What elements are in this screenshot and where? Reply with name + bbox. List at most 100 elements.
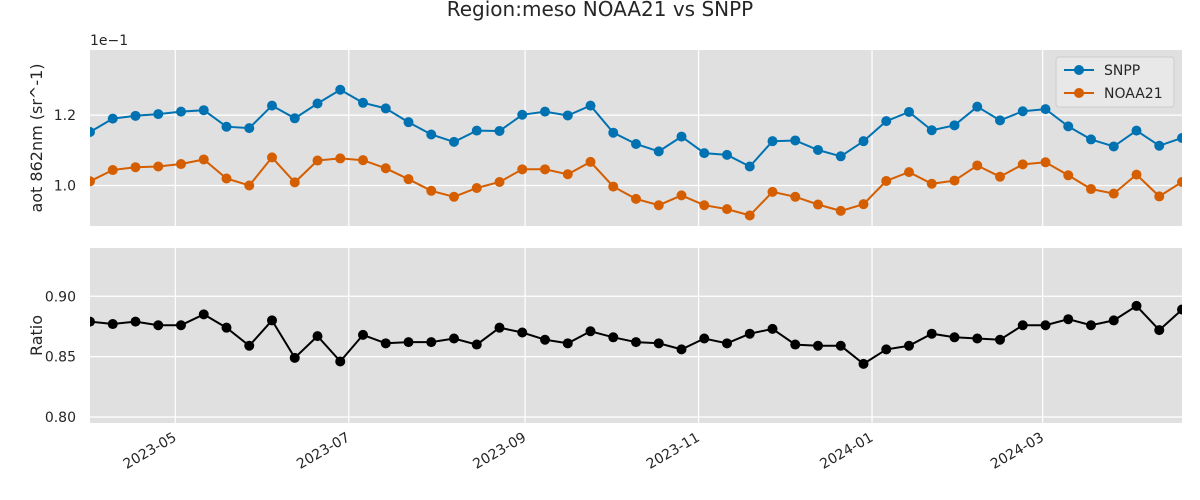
top-data-point: [653, 146, 664, 157]
top-data-point: [358, 155, 368, 166]
bottom-data-point: [517, 327, 528, 338]
x-tick-label: 2023-11: [644, 430, 703, 473]
bottom-data-point: [767, 323, 778, 334]
top-data-point: [949, 120, 960, 131]
bottom-data-point: [699, 333, 710, 344]
x-tick-label: 2023-07: [294, 430, 353, 473]
bottom-data-point: [676, 344, 687, 355]
top-offset-text: 1e−1: [90, 33, 128, 49]
bottom-data-point: [972, 333, 983, 344]
top-data-point: [676, 190, 687, 201]
top-data-point: [972, 160, 983, 171]
top-data-point: [517, 164, 528, 175]
bottom-data-point: [449, 333, 459, 344]
bottom-data-point: [1063, 314, 1074, 325]
top-data-point: [722, 149, 732, 160]
top-data-point: [744, 161, 755, 172]
top-data-point: [176, 106, 186, 117]
top-data-point: [244, 180, 255, 191]
top-data-point: [540, 164, 550, 175]
top-data-point: [312, 98, 323, 109]
x-axis: 2023-05 2023-07 2023-09 2023-11 2024-01 2024-…: [121, 430, 1047, 473]
top-data-point: [562, 110, 573, 121]
top-data-point: [653, 200, 664, 211]
bottom-ytick-label: 0.80: [45, 410, 76, 426]
top-data-point: [1154, 140, 1165, 151]
bottom-data-point: [107, 319, 118, 330]
bottom-data-point: [1154, 325, 1165, 336]
bottom-data-point: [198, 309, 209, 320]
bottom-data-point: [631, 337, 641, 348]
top-data-point: [904, 167, 914, 178]
top-data-point: [972, 101, 983, 112]
bottom-data-point: [926, 328, 937, 339]
top-data-point: [153, 161, 164, 172]
top-data-point: [858, 199, 869, 210]
top-data-point: [835, 205, 846, 216]
bottom-data-point: [153, 320, 164, 331]
top-y-axis-label: aot 862nm (sr^-1): [27, 63, 46, 212]
top-data-point: [1086, 134, 1096, 145]
top-data-point: [471, 182, 482, 193]
top-data-point: [540, 106, 550, 117]
top-data-point: [90, 176, 95, 187]
bottom-data-point: [858, 358, 869, 369]
bottom-data-point: [813, 340, 823, 351]
top-data-point: [517, 109, 528, 120]
bottom-panel: 0.80 0.85 0.90 Ratio: [27, 248, 1182, 426]
bottom-data-point: [881, 344, 892, 355]
bottom-plot-area: [90, 248, 1182, 423]
bottom-data-point: [608, 332, 619, 343]
bottom-data-point: [540, 334, 550, 345]
top-data-point: [608, 181, 619, 192]
top-data-point: [585, 156, 596, 167]
top-data-point: [403, 117, 414, 128]
bottom-data-point: [221, 322, 232, 333]
bottom-data-point: [1086, 320, 1096, 331]
bottom-data-point: [471, 339, 482, 350]
top-data-point: [1154, 191, 1165, 202]
bottom-data-point: [335, 356, 346, 367]
top-data-point: [1177, 133, 1182, 143]
x-tick-label: 2024-01: [817, 430, 876, 473]
bottom-data-point: [494, 322, 505, 333]
bottom-ytick-label: 0.90: [45, 289, 76, 305]
bottom-data-point: [1040, 320, 1051, 331]
top-data-point: [312, 155, 323, 166]
bottom-data-point: [176, 320, 186, 331]
bottom-data-point: [267, 315, 277, 326]
bottom-data-point: [312, 331, 323, 342]
top-data-point: [1063, 121, 1074, 132]
bottom-data-point: [244, 340, 255, 351]
top-data-point: [813, 144, 823, 155]
top-data-point: [790, 191, 801, 202]
top-data-point: [107, 165, 118, 176]
top-data-point: [267, 152, 277, 163]
top-data-point: [130, 162, 141, 173]
bottom-data-point: [904, 340, 914, 351]
bottom-data-point: [289, 352, 300, 363]
top-data-point: [107, 113, 118, 124]
top-data-point: [130, 110, 141, 121]
legend-label-noaa21: NOAA21: [1104, 86, 1163, 102]
bottom-y-axis-label: Ratio: [27, 315, 46, 356]
top-data-point: [335, 84, 346, 95]
bottom-data-point: [1177, 304, 1182, 315]
legend-marker-snpp: [1074, 65, 1084, 75]
bottom-data-point: [653, 338, 664, 349]
top-data-point: [767, 186, 778, 197]
bottom-data-point: [722, 338, 732, 349]
bottom-data-point: [90, 316, 95, 327]
top-data-point: [1040, 157, 1051, 168]
top-data-point: [631, 138, 641, 149]
top-data-point: [1131, 169, 1142, 180]
top-data-point: [926, 178, 937, 189]
top-data-point: [494, 177, 505, 187]
top-data-point: [267, 100, 277, 111]
top-series-group: [90, 84, 1182, 221]
x-tick-label: 2024-03: [988, 430, 1047, 473]
top-data-point: [699, 148, 710, 159]
top-data-point: [676, 131, 687, 142]
top-data-point: [471, 125, 482, 136]
top-data-point: [608, 127, 619, 138]
